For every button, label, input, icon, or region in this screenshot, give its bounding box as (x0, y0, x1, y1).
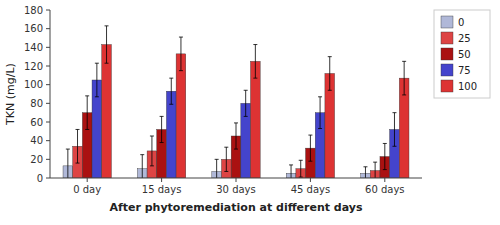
y-tick-label: 100 (24, 79, 43, 90)
error-bar (95, 63, 99, 97)
error-bar (289, 165, 293, 178)
error-bar (140, 155, 144, 178)
y-tick (46, 47, 50, 48)
y-tick (46, 178, 50, 179)
y-tick (46, 122, 50, 123)
legend-label: 25 (458, 33, 471, 44)
y-axis: 0 20 40 60 80 100 120 140 160 180 (24, 5, 50, 184)
x-axis: 0 day 15 days 30 days 45 days 60 days (73, 178, 404, 195)
x-tick (161, 178, 162, 182)
legend-swatch (441, 16, 453, 28)
y-tick-label: 80 (30, 98, 43, 109)
bars (63, 45, 409, 178)
y-axis-line (50, 10, 51, 178)
x-tick (310, 178, 311, 182)
legend-label: 50 (458, 49, 471, 60)
error-bar (169, 78, 173, 104)
error-bars (66, 26, 406, 178)
legend-swatch (441, 80, 453, 92)
y-tick-label: 40 (30, 135, 43, 146)
legend-swatch (441, 48, 453, 60)
y-tick (46, 159, 50, 160)
y-tick (46, 28, 50, 29)
error-bar (85, 96, 89, 130)
y-tick (46, 103, 50, 104)
legend-label: 0 (458, 17, 464, 28)
error-bar (76, 129, 80, 163)
y-tick-label: 140 (24, 42, 43, 53)
y-tick-label: 160 (24, 23, 43, 34)
y-axis-label: TKN (mg/L) (4, 63, 17, 126)
error-bar (363, 167, 367, 178)
error-bar (150, 136, 154, 166)
error-bar (328, 57, 332, 91)
y-tick-label: 60 (30, 117, 43, 128)
y-tick (46, 66, 50, 67)
y-tick-label: 120 (24, 61, 43, 72)
y-tick-label: 0 (37, 173, 43, 184)
error-bar (105, 26, 109, 63)
x-tick (87, 178, 88, 182)
legend-label: 75 (458, 65, 471, 76)
legend-label: 100 (458, 81, 477, 92)
chart: 0 20 40 60 80 100 120 140 160 180 TKN (mg/L) 0 day 1… (0, 0, 500, 225)
error-bar (299, 160, 303, 177)
legend-swatch (441, 64, 453, 76)
legend: 0 25 50 75 100 (434, 10, 490, 98)
error-bar (373, 162, 377, 178)
error-bar (224, 147, 228, 171)
bar (102, 45, 112, 178)
error-bar (392, 113, 396, 147)
x-tick-label: 30 days (216, 184, 256, 195)
y-tick (46, 140, 50, 141)
y-tick (46, 10, 50, 11)
x-tick-label: 60 days (365, 184, 405, 195)
error-bar (160, 116, 164, 142)
y-tick-label: 180 (24, 5, 43, 16)
x-tick-label: 15 days (142, 184, 182, 195)
error-bar (383, 143, 387, 169)
y-tick-label: 20 (30, 154, 43, 165)
bar (251, 61, 261, 178)
x-axis-label: After phytoremediation at different days (109, 201, 363, 214)
legend-swatch (441, 32, 453, 44)
error-bar (318, 97, 322, 129)
error-bar (244, 90, 248, 116)
error-bar (66, 149, 70, 178)
error-bar (215, 159, 219, 178)
legend-frame (434, 10, 490, 98)
bar (176, 54, 186, 178)
error-bar (234, 123, 238, 149)
error-bar (179, 37, 183, 71)
x-tick (384, 178, 385, 182)
error-bar (253, 45, 257, 79)
x-tick-label: 0 day (73, 184, 101, 195)
error-bar (308, 135, 312, 161)
y-tick (46, 84, 50, 85)
x-tick-label: 45 days (291, 184, 331, 195)
x-tick (236, 178, 237, 182)
error-bar (402, 61, 406, 95)
